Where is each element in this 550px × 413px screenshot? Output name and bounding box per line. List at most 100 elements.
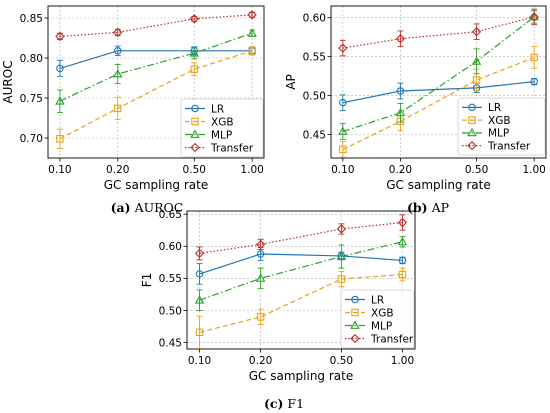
legend-label: Transfer	[487, 140, 531, 152]
y-tick-label: 0.50	[303, 90, 326, 102]
x-tick-label: 1.00	[240, 164, 263, 176]
legend-marker	[468, 103, 476, 112]
data-point	[55, 31, 65, 42]
x-axis-label: GC sampling rate	[249, 369, 353, 383]
caption-c-text: F1	[287, 396, 304, 411]
x-tick-label: 0.10	[188, 355, 211, 367]
series-transfer	[55, 10, 257, 42]
legend-frame	[180, 98, 264, 158]
caption-a-text: AUROC	[134, 200, 184, 215]
panel-ap: 0.45 0.50 0.55 0.60 0.10 0.20 0.50 1.00 GC sampl…	[284, 5, 547, 192]
series-line	[342, 81, 535, 104]
data-point	[56, 135, 64, 143]
legend-marker	[351, 295, 359, 304]
data-point	[395, 107, 406, 117]
y-tick-label: 0.45	[159, 337, 182, 349]
series-line	[199, 241, 403, 301]
legend-label: XGB	[488, 115, 511, 127]
x-tick-label: 1.00	[391, 355, 414, 367]
x-tick-label: 0.20	[249, 355, 272, 367]
y-tick-label: 0.60	[159, 241, 182, 253]
legend-item-xgb: XGB	[345, 307, 394, 319]
data-point	[256, 313, 265, 321]
legend-label: Transfer	[370, 333, 414, 345]
caption-a-tag: (a)	[111, 200, 131, 215]
series-line	[59, 50, 253, 69]
axes-frame	[330, 5, 547, 159]
y-tick-label: 0.55	[159, 273, 182, 285]
data-point	[472, 76, 481, 84]
data-point	[55, 96, 65, 105]
x-tick-label: 0.50	[183, 164, 206, 176]
caption-c-tag: (c)	[264, 396, 283, 411]
legend-marker	[191, 104, 199, 113]
series-line	[342, 16, 535, 133]
x-tick-label: 0.20	[389, 164, 412, 176]
data-point	[529, 12, 539, 22]
series-line	[199, 253, 403, 275]
series-transfer	[194, 214, 408, 261]
legend-marker	[467, 140, 477, 151]
data-point	[339, 145, 347, 154]
y-tick-label: 0.50	[159, 305, 182, 317]
data-point	[530, 53, 538, 62]
y-axis-label: AP	[284, 74, 298, 89]
y-axis-label: F1	[140, 273, 154, 288]
legend-label: LR	[211, 103, 224, 115]
legend-marker	[350, 320, 360, 329]
series-lr	[56, 45, 256, 77]
legend-item-lr: LR	[462, 102, 501, 114]
legend-item-lr: LR	[345, 294, 384, 306]
data-point	[398, 256, 407, 265]
legend-label: MLP	[371, 320, 392, 332]
legend-label: MLP	[211, 129, 232, 141]
data-point	[189, 14, 199, 24]
data-point	[114, 47, 122, 55]
data-point	[336, 224, 347, 234]
legend-marker	[467, 127, 477, 137]
legend-item-transfer: Transfer	[345, 333, 414, 345]
data-point	[338, 126, 348, 135]
data-point	[194, 248, 205, 259]
data-point	[398, 270, 407, 279]
legend-item-xgb: XGB	[462, 115, 511, 127]
x-tick-label: 0.10	[48, 164, 71, 176]
legend-label: XGB	[211, 116, 234, 128]
data-point	[255, 239, 266, 250]
data-point	[56, 64, 64, 73]
legend-item-mlp: MLP	[462, 128, 509, 140]
y-tick-label: 0.60	[303, 12, 326, 24]
series-line	[59, 50, 253, 140]
series-line	[199, 273, 403, 333]
series-line	[59, 32, 253, 102]
y-tick-label: 0.55	[303, 51, 326, 63]
caption-b: (b) AP	[407, 200, 449, 215]
series-line	[199, 221, 403, 254]
data-point	[113, 69, 123, 78]
series-xgb	[56, 46, 256, 149]
data-point	[247, 10, 257, 20]
y-tick-label: 0.85	[20, 13, 43, 25]
data-point	[396, 87, 405, 95]
y-tick-label: 0.75	[20, 93, 43, 105]
x-tick-label: 0.50	[330, 355, 353, 367]
x-tick-label: 0.10	[331, 164, 354, 176]
data-point	[190, 65, 198, 73]
caption-c: (c) F1	[264, 396, 304, 411]
legend-item-mlp: MLP	[345, 320, 392, 332]
legend-item-transfer: Transfer	[185, 142, 254, 154]
series-line	[59, 14, 253, 37]
data-point	[339, 98, 347, 107]
x-tick-label: 1.00	[522, 164, 545, 176]
x-tick-label: 0.50	[465, 164, 488, 176]
data-point	[189, 48, 199, 57]
data-point	[397, 217, 408, 228]
legend-frame	[457, 97, 546, 156]
caption-a: (a) AUROC	[111, 200, 184, 215]
caption-b-tag: (b)	[407, 200, 428, 215]
data-point	[395, 34, 406, 44]
series-transfer	[338, 8, 539, 57]
